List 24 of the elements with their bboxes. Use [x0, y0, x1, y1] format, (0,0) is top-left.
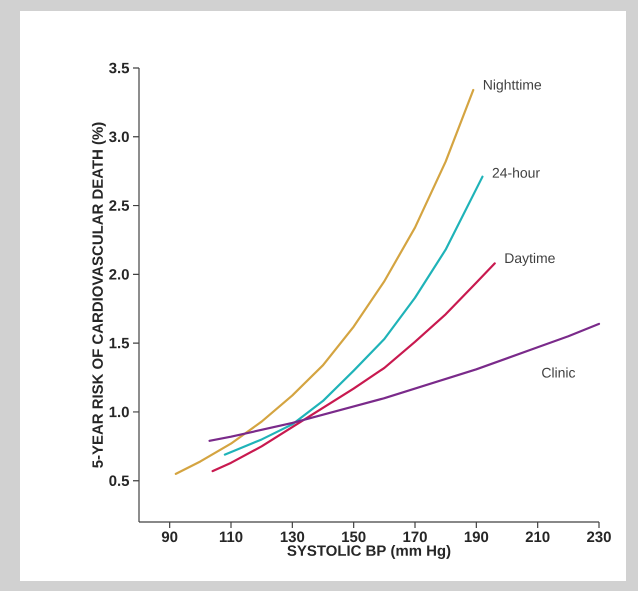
x-tick-label: 170 [403, 532, 427, 542]
line-series [174, 88, 474, 475]
x-tick-label: 110 [220, 532, 242, 542]
x-tick-label: 130 [280, 532, 304, 542]
x-tick-label: 90 [162, 532, 178, 542]
y-tick-label: 2.0 [109, 269, 129, 280]
y-tick-label: 1.5 [110, 338, 130, 348]
series-label: Nighttime [484, 80, 542, 93]
y-tick-label: 2.5 [109, 200, 130, 211]
y-tick-label: 0.5 [109, 475, 130, 486]
x-tick-label: 230 [587, 532, 611, 542]
y-tick-label: 3.0 [109, 131, 129, 142]
y-axis-title: 5-YEAR RISK OF CARDIOVASCULAR DEATH (%) [92, 122, 106, 468]
x-tick-label: 150 [342, 532, 366, 542]
series-label: 24-hour [492, 168, 540, 178]
x-tick-label: 190 [464, 532, 488, 542]
x-axis-title: SYSTOLIC BP (mm Hg) [287, 544, 450, 559]
y-tick-label: 1.0 [110, 406, 129, 418]
line-series [212, 262, 496, 472]
line-series [224, 176, 484, 456]
series-label: Daytime [505, 252, 555, 266]
y-tick-label: 3.5 [109, 62, 130, 74]
series-label: Clinic [542, 367, 576, 378]
x-tick-label: 210 [526, 532, 550, 542]
